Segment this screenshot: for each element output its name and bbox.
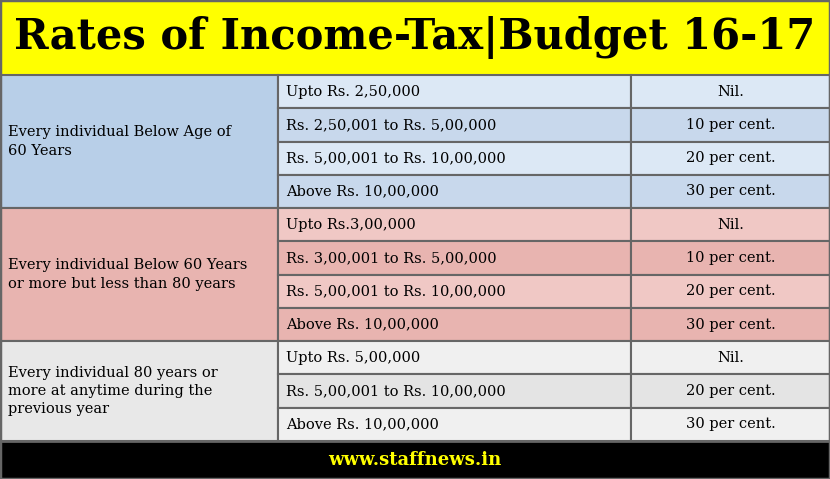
Text: Rs. 5,00,001 to Rs. 10,00,000: Rs. 5,00,001 to Rs. 10,00,000	[286, 384, 505, 398]
Text: Rs. 5,00,001 to Rs. 10,00,000: Rs. 5,00,001 to Rs. 10,00,000	[286, 151, 505, 165]
Text: Nil.: Nil.	[717, 85, 744, 99]
Bar	[631, 274, 830, 308]
Bar	[631, 375, 830, 408]
Bar	[278, 408, 631, 441]
Text: Nil.: Nil.	[717, 351, 744, 365]
Bar	[631, 341, 830, 375]
Bar	[631, 408, 830, 441]
Text: 20 per cent.: 20 per cent.	[686, 151, 775, 165]
Text: 10 per cent.: 10 per cent.	[686, 251, 775, 265]
Text: Rs. 5,00,001 to Rs. 10,00,000: Rs. 5,00,001 to Rs. 10,00,000	[286, 284, 505, 298]
Bar	[278, 274, 631, 308]
Bar	[631, 208, 830, 241]
Bar	[631, 241, 830, 274]
Text: Above Rs. 10,00,000: Above Rs. 10,00,000	[286, 184, 439, 198]
Bar	[631, 142, 830, 175]
Bar	[631, 308, 830, 341]
Text: Rs. 3,00,001 to Rs. 5,00,000: Rs. 3,00,001 to Rs. 5,00,000	[286, 251, 496, 265]
Text: Upto Rs.3,00,000: Upto Rs.3,00,000	[286, 218, 416, 232]
Bar	[0, 75, 278, 208]
Text: Rates of Income-Tax|Budget 16-17: Rates of Income-Tax|Budget 16-17	[14, 16, 816, 59]
Bar	[0, 341, 278, 441]
Bar	[0, 0, 830, 75]
Text: 10 per cent.: 10 per cent.	[686, 118, 775, 132]
Bar	[278, 142, 631, 175]
Text: Every individual 80 years or
more at anytime during the
previous year: Every individual 80 years or more at any…	[8, 365, 217, 417]
Bar	[278, 375, 631, 408]
Text: www.staffnews.in: www.staffnews.in	[329, 451, 501, 469]
Text: 30 per cent.: 30 per cent.	[686, 184, 775, 198]
Text: Above Rs. 10,00,000: Above Rs. 10,00,000	[286, 417, 439, 432]
Bar	[278, 208, 631, 241]
Bar	[631, 108, 830, 142]
Bar	[278, 175, 631, 208]
Text: Every individual Below Age of
60 Years: Every individual Below Age of 60 Years	[8, 125, 231, 158]
Text: Above Rs. 10,00,000: Above Rs. 10,00,000	[286, 318, 439, 331]
Bar	[631, 175, 830, 208]
Text: Every individual Below 60 Years
or more but less than 80 years: Every individual Below 60 Years or more …	[8, 259, 247, 291]
Bar	[278, 341, 631, 375]
Bar	[278, 108, 631, 142]
Bar	[0, 441, 830, 479]
Text: 30 per cent.: 30 per cent.	[686, 417, 775, 432]
Text: Upto Rs. 5,00,000: Upto Rs. 5,00,000	[286, 351, 420, 365]
Bar	[278, 308, 631, 341]
Bar	[278, 241, 631, 274]
Bar	[278, 75, 631, 108]
Text: Nil.: Nil.	[717, 218, 744, 232]
Bar	[631, 75, 830, 108]
Text: 20 per cent.: 20 per cent.	[686, 284, 775, 298]
Text: Rs. 2,50,001 to Rs. 5,00,000: Rs. 2,50,001 to Rs. 5,00,000	[286, 118, 496, 132]
Text: 30 per cent.: 30 per cent.	[686, 318, 775, 331]
Text: Upto Rs. 2,50,000: Upto Rs. 2,50,000	[286, 85, 420, 99]
Text: 20 per cent.: 20 per cent.	[686, 384, 775, 398]
Bar	[0, 208, 278, 341]
